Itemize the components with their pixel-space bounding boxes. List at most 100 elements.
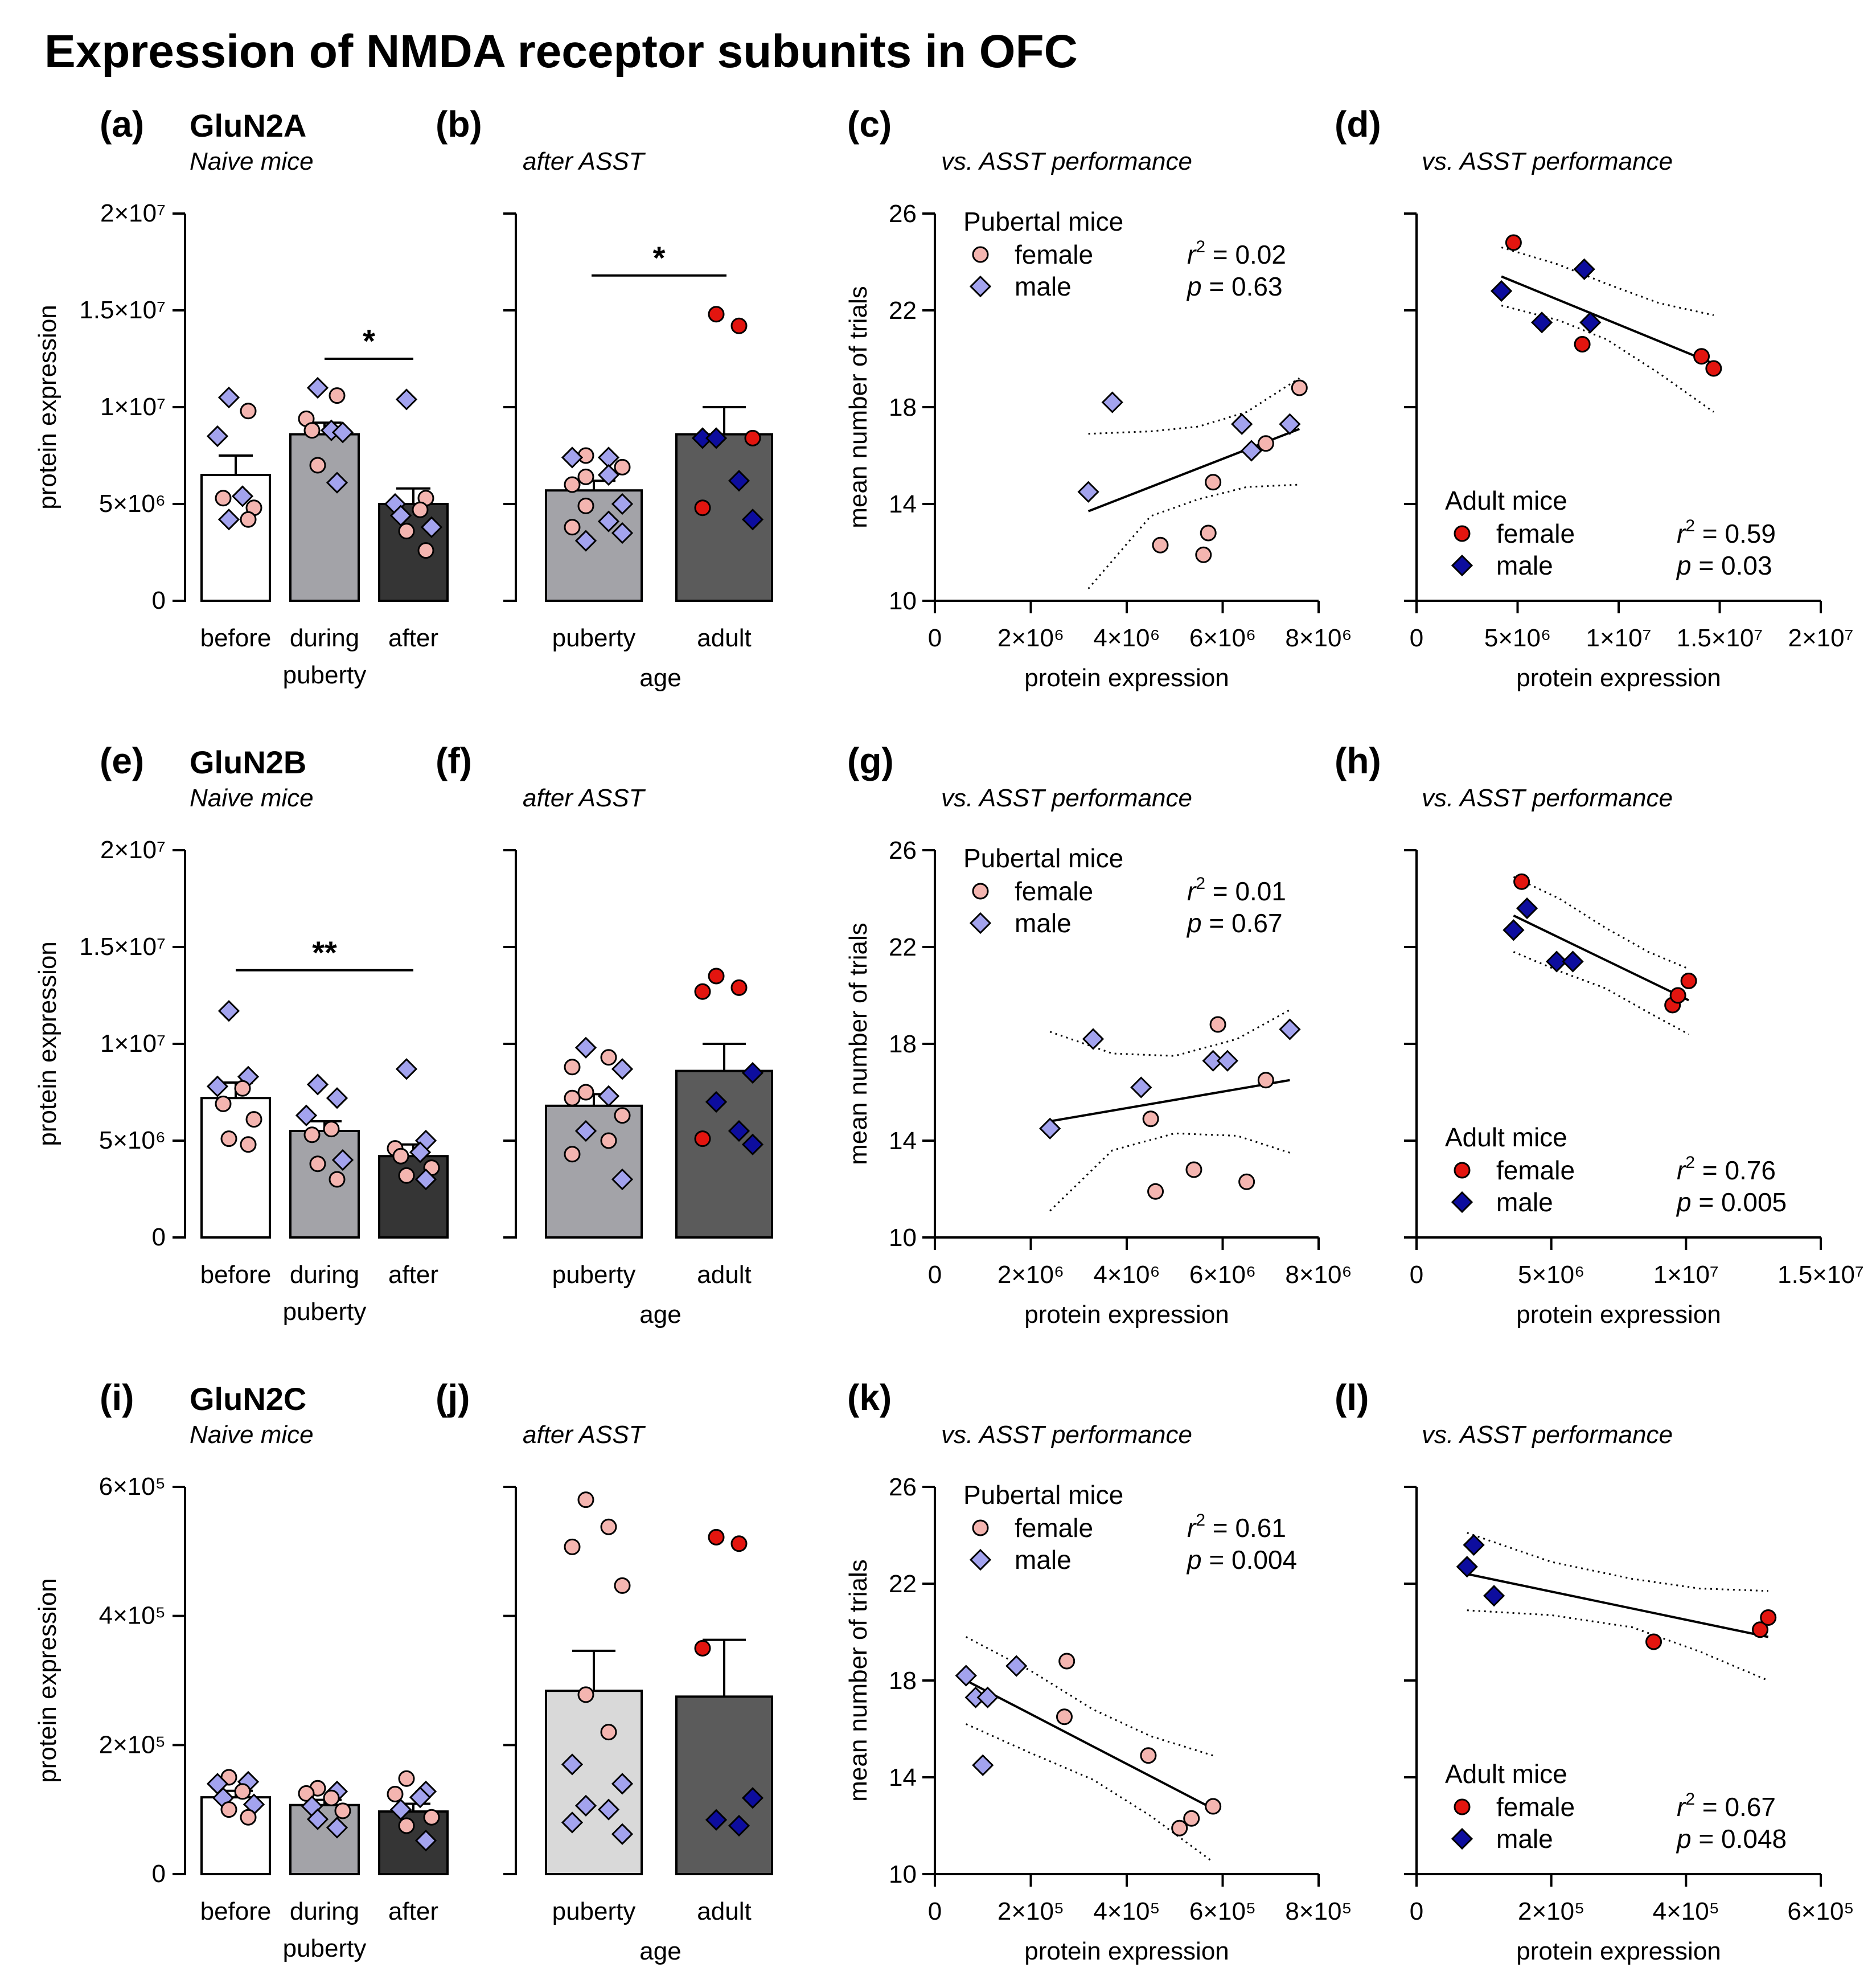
female-point [744, 429, 761, 446]
legend-male-marker [1451, 1827, 1473, 1850]
legend-title: Pubertal mice [963, 1480, 1123, 1510]
panel-letter: (a) [100, 104, 144, 145]
female-point [708, 1528, 725, 1546]
male-point [217, 1000, 240, 1022]
female-point [234, 1080, 251, 1097]
female-point [730, 979, 748, 996]
female-point [1645, 1633, 1662, 1650]
male-point [1490, 280, 1513, 302]
male-point [611, 1168, 634, 1191]
legend-title: Adult mice [1445, 1122, 1567, 1152]
female-point [1238, 1173, 1255, 1190]
x-tick-label: during [290, 1897, 359, 1925]
female-point [1185, 1161, 1202, 1178]
male-point [574, 1794, 597, 1817]
figure-title: Expression of NMDA receptor subunits in … [44, 26, 1078, 77]
female-point [1669, 987, 1686, 1004]
male-point [741, 1133, 764, 1155]
p-symbol: p [1186, 908, 1202, 938]
male-point [1039, 1117, 1061, 1139]
p-value-stat: p = 0.03 [1676, 551, 1772, 580]
female-point [1056, 1708, 1073, 1725]
male-point [231, 485, 254, 507]
x-tick-label: 4×10⁶ [1093, 624, 1160, 652]
female-point [1209, 1016, 1226, 1033]
p-value: = 0.63 [1202, 272, 1283, 301]
x-tick-label: after [388, 624, 438, 652]
female-point [564, 519, 581, 536]
male-point [1202, 1050, 1224, 1072]
confidence-band-lower [1513, 951, 1689, 1035]
male-point [705, 1091, 728, 1113]
male-point [1130, 1076, 1152, 1098]
x-axis-label: age [639, 1937, 681, 1965]
x-tick-label: after [388, 1897, 438, 1925]
p-value: = 0.004 [1202, 1545, 1298, 1575]
legend-male-marker [1451, 1191, 1473, 1214]
bar [289, 433, 360, 602]
panel-subtitle: after ASST [523, 147, 646, 175]
panel-subtitle: Naive mice [190, 147, 314, 175]
female-point [1760, 1609, 1777, 1626]
female-point [1205, 1798, 1222, 1815]
legend-male-label: male [1015, 908, 1072, 938]
panel-letter: (b) [436, 104, 482, 145]
r-squared-stat: r2 = 0.61 [1187, 1511, 1286, 1543]
male-point [1082, 1028, 1105, 1050]
female-point [600, 1518, 617, 1535]
x-tick-label: 0 [1410, 1897, 1423, 1925]
female-point [730, 317, 748, 334]
legend-female-marker [1454, 1162, 1471, 1179]
female-point [1142, 1110, 1159, 1128]
female-point [1171, 1819, 1188, 1837]
female-point [1195, 546, 1212, 563]
p-value: = 0.048 [1692, 1824, 1787, 1854]
female-point [245, 1111, 262, 1128]
legend-male-marker [969, 1548, 992, 1571]
legend-female-label: female [1015, 876, 1093, 906]
female-point [708, 306, 725, 323]
p-value-stat: p = 0.67 [1186, 908, 1283, 938]
p-value-stat: p = 0.048 [1676, 1824, 1787, 1854]
male-point [728, 1814, 750, 1837]
male-point [561, 1811, 584, 1834]
y-tick-label: 26 [889, 1473, 917, 1501]
r-squared-stat: r2 = 0.01 [1187, 874, 1286, 906]
p-symbol: p [1186, 272, 1202, 301]
male-point [414, 1829, 437, 1852]
r-symbol: r [1187, 240, 1197, 269]
female-point [1291, 379, 1308, 396]
bar [200, 1097, 271, 1239]
male-point [561, 1753, 584, 1776]
male-point [206, 425, 229, 448]
superscript-2: 2 [1196, 237, 1205, 256]
female-point [1257, 435, 1274, 452]
male-point [574, 530, 597, 552]
male-point [705, 427, 728, 449]
panel-subtitle: Naive mice [190, 784, 314, 812]
confidence-band-lower [1467, 1609, 1769, 1682]
male-point [611, 1058, 634, 1080]
female-point [694, 983, 711, 1000]
x-tick-label: 4×10⁶ [1093, 1261, 1160, 1289]
female-point [240, 1809, 257, 1826]
subunit-title: GluN2B [190, 744, 306, 780]
p-value-stat: p = 0.63 [1186, 272, 1283, 301]
female-point [398, 1770, 415, 1787]
superscript-2: 2 [1196, 874, 1205, 893]
female-point [1152, 536, 1169, 554]
panel-letter: (j) [436, 1377, 470, 1418]
male-point [1503, 919, 1525, 941]
legend-female-marker [972, 1519, 989, 1536]
female-point [1752, 1621, 1768, 1638]
y-tick-label: 14 [889, 1127, 917, 1155]
male-point [217, 509, 240, 531]
male-point [414, 1168, 437, 1191]
female-point [1505, 234, 1522, 251]
male-point [597, 1798, 620, 1821]
male-point [976, 1686, 999, 1708]
female-point [240, 1136, 257, 1153]
r-squared-value: = 0.59 [1695, 519, 1776, 548]
x-tick-label: 6×10⁵ [1787, 1897, 1854, 1925]
p-value-stat: p = 0.005 [1676, 1187, 1787, 1217]
